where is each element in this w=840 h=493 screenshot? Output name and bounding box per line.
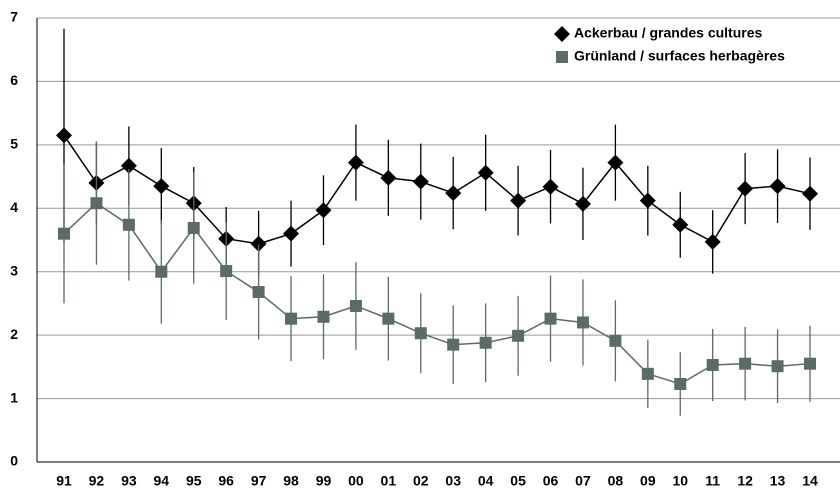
x-tick-label: 97: [251, 473, 267, 489]
x-tick-label: 95: [186, 473, 202, 489]
x-tick-label: 07: [575, 473, 591, 489]
square-marker: [349, 299, 362, 312]
square-marker: [706, 358, 719, 371]
square-marker: [641, 367, 654, 380]
square-marker: [220, 265, 233, 278]
y-tick-label: 6: [10, 72, 18, 88]
square-marker: [576, 316, 589, 329]
x-tick-label: 03: [445, 473, 461, 489]
x-tick-label: 09: [640, 473, 656, 489]
diamond-marker: [283, 225, 300, 242]
diamond-marker: [639, 192, 656, 209]
square-marker: [285, 312, 298, 325]
y-tick-label: 5: [10, 136, 18, 152]
diamond-marker: [542, 178, 559, 195]
x-tick-label: 04: [478, 473, 494, 489]
diamond-marker: [802, 185, 818, 202]
y-tick-label: 7: [10, 9, 18, 25]
diamond-marker: [445, 185, 462, 202]
diamond-marker: [380, 169, 397, 186]
x-tick-label: 93: [121, 473, 137, 489]
diamond-marker: [120, 157, 137, 174]
square-marker: [609, 334, 622, 347]
x-tick-label: 01: [381, 473, 397, 489]
square-marker: [674, 377, 687, 390]
y-tick-label: 4: [10, 199, 18, 215]
x-tick-label: 05: [510, 473, 526, 489]
x-tick-label: 13: [770, 473, 786, 489]
diamond-marker: [574, 195, 591, 212]
square-marker: [58, 227, 70, 240]
square-marker: [187, 221, 200, 234]
series-line: [63, 134, 811, 245]
x-tick-label: 91: [56, 473, 72, 489]
x-tick-label: 12: [737, 473, 753, 489]
square-marker: [479, 336, 492, 349]
square-marker: [414, 327, 427, 340]
diamond-marker: [769, 178, 786, 195]
diamond-marker: [607, 154, 624, 171]
square-marker: [252, 286, 265, 299]
y-tick-label: 3: [10, 262, 18, 278]
square-marker: [739, 357, 752, 370]
x-tick-label: 11: [705, 473, 720, 489]
square-marker: [556, 51, 568, 63]
diamond-marker: [737, 180, 754, 197]
x-tick-label: 98: [283, 473, 299, 489]
square-marker: [804, 357, 816, 370]
diamond-marker: [153, 178, 170, 195]
diamond-marker: [477, 164, 494, 181]
x-tick-label: 99: [316, 473, 332, 489]
x-tick-label: 00: [348, 473, 364, 489]
square-marker: [447, 338, 460, 351]
square-marker: [512, 329, 525, 342]
square-marker: [771, 360, 784, 373]
x-tick-label: 10: [672, 473, 688, 489]
diamond-marker: [56, 127, 72, 144]
square-marker: [544, 312, 557, 325]
y-tick-label: 0: [10, 453, 18, 469]
x-tick-label: 08: [608, 473, 624, 489]
square-marker: [122, 218, 135, 231]
diamond-marker: [315, 202, 332, 219]
square-marker: [90, 197, 103, 210]
square-marker: [317, 310, 330, 323]
x-tick-label: 96: [218, 473, 234, 489]
y-tick-label: 1: [10, 389, 18, 405]
x-tick-label: 94: [154, 473, 170, 489]
x-tick-label: 02: [413, 473, 429, 489]
square-marker: [155, 265, 168, 278]
diamond-marker: [510, 192, 527, 209]
diamond-marker: [672, 216, 689, 233]
x-tick-label: 06: [543, 473, 559, 489]
series-line: [63, 202, 811, 385]
diamond-marker: [412, 173, 429, 190]
diamond-marker: [347, 154, 364, 171]
y-tick-label: 2: [10, 326, 18, 342]
diamond-marker: [554, 26, 570, 42]
legend-label: Ackerbau / grandes cultures: [574, 25, 763, 41]
diamond-marker: [250, 235, 267, 252]
square-marker: [382, 312, 395, 325]
x-tick-label: 14: [802, 473, 818, 489]
legend-label: Grünland / surfaces herbagères: [574, 48, 785, 64]
x-tick-label: 92: [89, 473, 105, 489]
diamond-marker: [704, 233, 721, 250]
